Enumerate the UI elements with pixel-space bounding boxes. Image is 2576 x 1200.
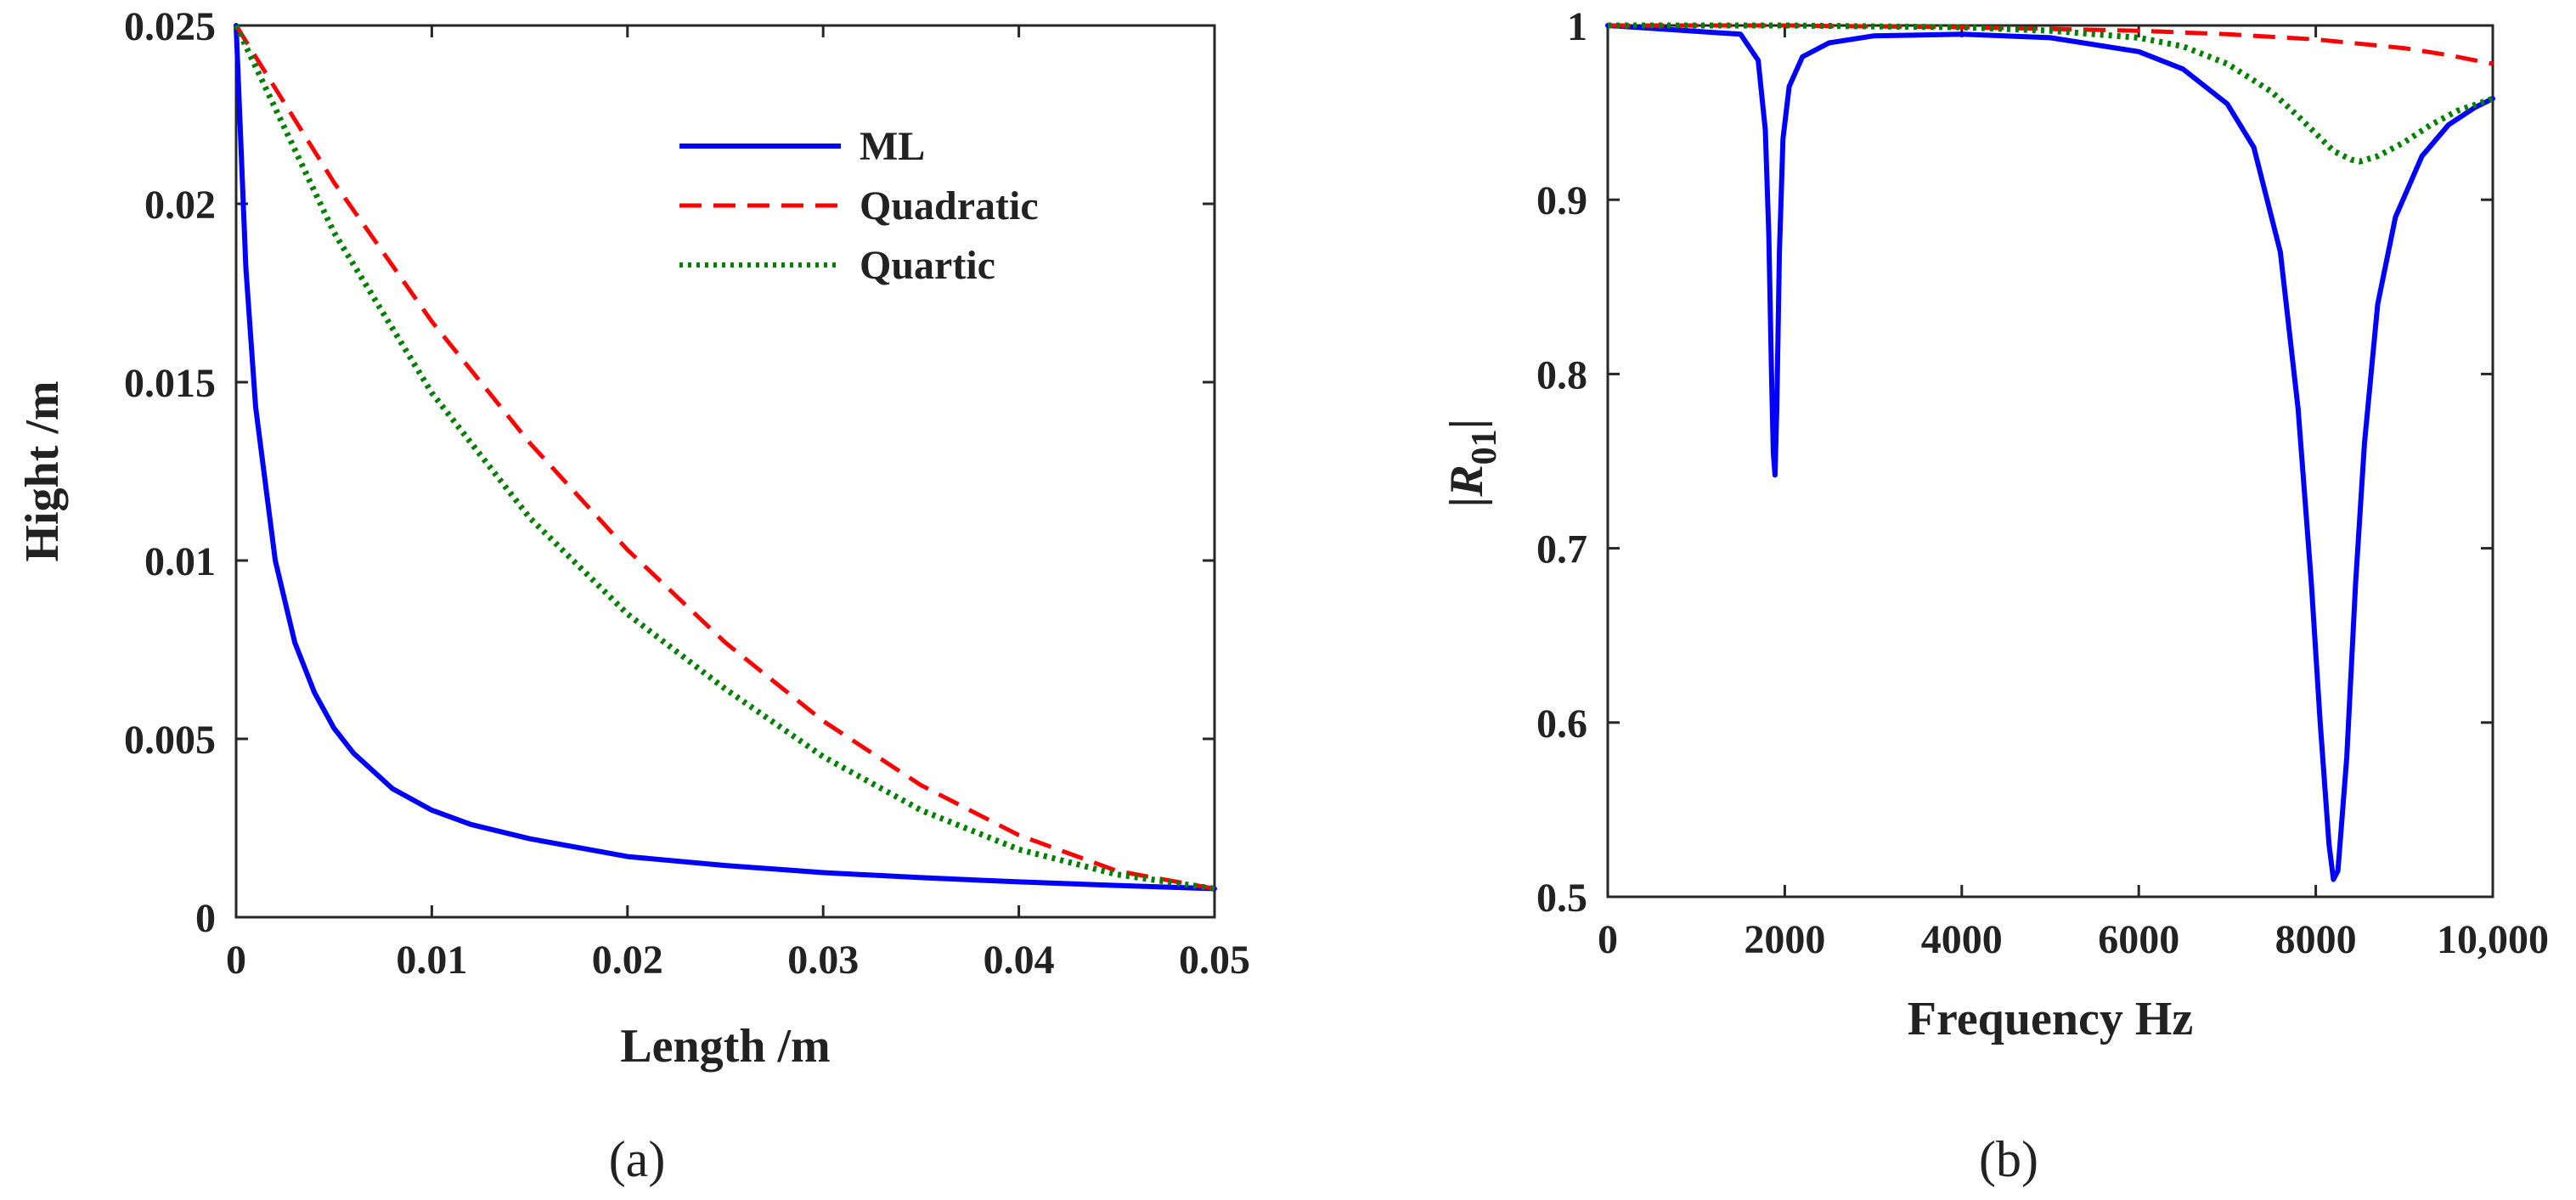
panel-b-ylabel-sub: 01 — [1465, 429, 1504, 465]
panel-b-ytick-label: 1 — [1567, 4, 1587, 49]
panel-a-ytick-label: 0.02 — [144, 183, 216, 228]
panel-b-xtick-label: 10,000 — [2437, 917, 2549, 962]
panel-b-series — [1605, 22, 2495, 882]
legend-label-quadratic: Quadratic — [860, 183, 1039, 228]
legend-label-quartic: Quartic — [860, 243, 995, 288]
panel-a-xtick-label: 0.01 — [396, 938, 467, 983]
panel-a-ytick-label: 0.01 — [144, 539, 216, 584]
panel-b-series-quartic — [1608, 22, 2494, 165]
panel-b-ylabel-main: |R — [1440, 465, 1493, 507]
panel-b-ylabel: |R01| — [1440, 419, 1504, 507]
panel-b-series-quadratic — [1608, 23, 2494, 66]
panel-a-ticks: 0 0.01 0.02 0.03 0.04 0.05 0 0.005 0.01 0.015 0.02… — [124, 4, 1250, 983]
panel-a-xtick-label: 0.03 — [787, 938, 859, 983]
svg-text:|R01|: |R01| — [1440, 419, 1504, 507]
panel-b-ylabel-end: | — [1440, 419, 1493, 429]
panel-a-xtick-label: 0.02 — [592, 938, 663, 983]
panel-b-xtick-label: 0 — [1598, 917, 1618, 962]
panel-a-ytick-label: 0.025 — [124, 4, 216, 49]
panel-a-ytick-label: 0.005 — [124, 718, 216, 763]
panel-b-xtick-label: 2000 — [1744, 917, 1825, 962]
panel-b-series-ml — [1605, 23, 2495, 882]
panel-a-series-ml — [234, 23, 1217, 892]
panel-a-xlabel: Length /m — [620, 1020, 830, 1073]
panel-b: 0 2000 4000 6000 8000 10,0000.50.60.70.80.91 … — [1440, 4, 2549, 1187]
panel-b-ytick-label: 0.7 — [1536, 527, 1587, 572]
panel-b-ticks: 0 2000 4000 6000 8000 10,000 0.5 0.6 0.7 0.8 0.9 1 — [1536, 4, 2549, 962]
panel-b-ytick-label: 0.8 — [1536, 352, 1587, 397]
panel-b-ytick-label: 0.9 — [1536, 178, 1587, 223]
panel-b-axes-frame — [1606, 24, 2494, 899]
panel-b-xtick-label: 6000 — [2098, 917, 2179, 962]
panel-b-xlabel: Frequency Hz — [1908, 993, 2193, 1045]
panel-a-xtick-label: 0 — [226, 938, 246, 983]
legend-label-ml: ML — [860, 124, 925, 169]
panel-a-ytick-label: 0 — [195, 896, 216, 941]
panel-a-caption: (a) — [609, 1131, 666, 1187]
panel-a-ytick-label: 0.015 — [124, 361, 216, 406]
panel-b-xtick-label: 4000 — [1921, 917, 2003, 962]
panel-b-ytick-label: 0.5 — [1536, 876, 1587, 921]
legend-box — [671, 119, 1113, 306]
panel-a-ylabel: Hight /m — [16, 380, 69, 561]
panel-a-xtick-label: 0.04 — [984, 938, 1055, 983]
panel-b-caption: (b) — [1979, 1131, 2038, 1187]
panel-a-series — [233, 23, 1217, 892]
panel-a-axes-frame — [234, 24, 1216, 919]
panel-a-legend: ML Quadratic Quartic — [671, 119, 1113, 306]
panel-a-series-quadratic — [234, 24, 1215, 891]
panel-a-xtick-label: 0.05 — [1179, 938, 1250, 983]
panel-a: 0 0.01 0.02 0.03 0.04 0.05 0 0.005 0.01 0.015 0.02… — [16, 4, 1250, 1187]
panel-b-xtick-label: 8000 — [2275, 917, 2357, 962]
panel-b-ytick-label: 0.6 — [1536, 701, 1587, 746]
